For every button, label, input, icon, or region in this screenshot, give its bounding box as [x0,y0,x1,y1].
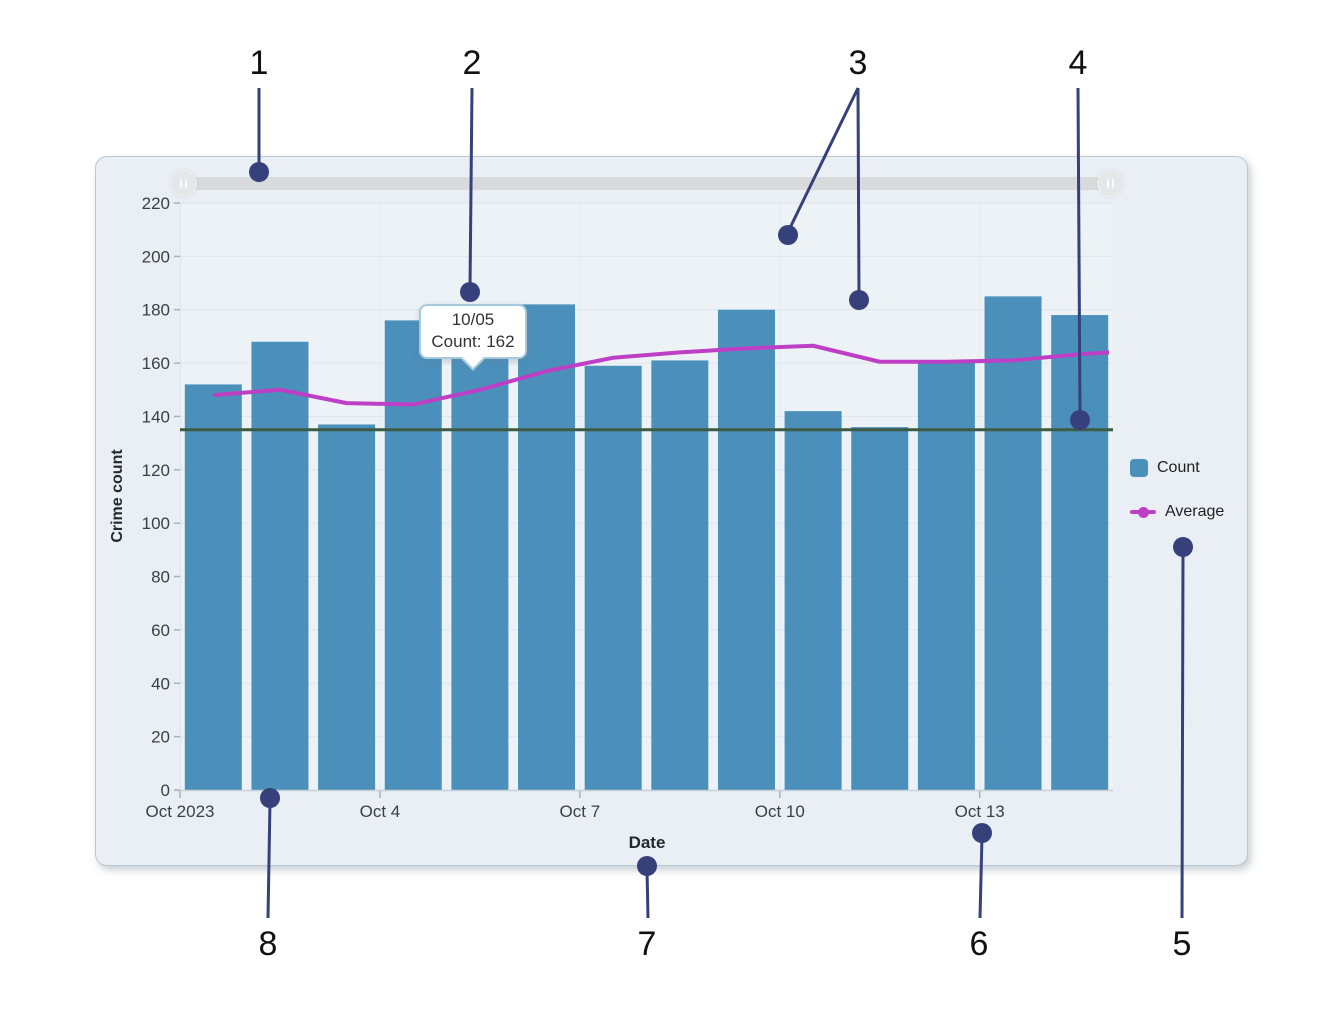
time-range-slider-track[interactable] [183,177,1111,190]
average-swatch-icon [1130,503,1156,521]
callout-number-3: 3 [848,44,868,82]
legend-item-average[interactable]: Average [1130,503,1224,521]
x-axis-title: Date [628,833,666,852]
count-swatch-icon [1130,459,1148,477]
legend-label-count: Count [1157,459,1200,476]
callout-number-4: 4 [1068,44,1088,82]
callout-number-2: 2 [462,44,482,82]
callout-number-8: 8 [258,925,278,963]
slider-handle-right[interactable] [1097,170,1124,197]
legend-item-count[interactable]: Count [1130,459,1224,477]
slider-handle-left[interactable] [170,170,197,197]
callout-line-7 [645,868,650,919]
grip-pause-icon [180,179,187,188]
callout-number-6: 6 [969,925,989,963]
y-axis-title: Crime count [109,449,126,543]
callout-number-5: 5 [1172,925,1192,963]
grip-pause-icon [1107,179,1114,188]
chart-panel-card [95,156,1248,866]
legend-label-average: Average [1165,503,1225,520]
legend: Count Average [1130,459,1224,547]
callout-number-7: 7 [637,925,657,963]
callout-number-1: 1 [249,44,269,82]
tooltip: 10/05 Count: 162 [419,304,527,371]
tooltip-date: 10/05 [451,310,495,329]
